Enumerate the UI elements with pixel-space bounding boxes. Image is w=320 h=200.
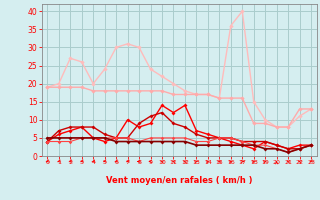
X-axis label: Vent moyen/en rafales ( km/h ): Vent moyen/en rafales ( km/h ) [106, 176, 252, 185]
